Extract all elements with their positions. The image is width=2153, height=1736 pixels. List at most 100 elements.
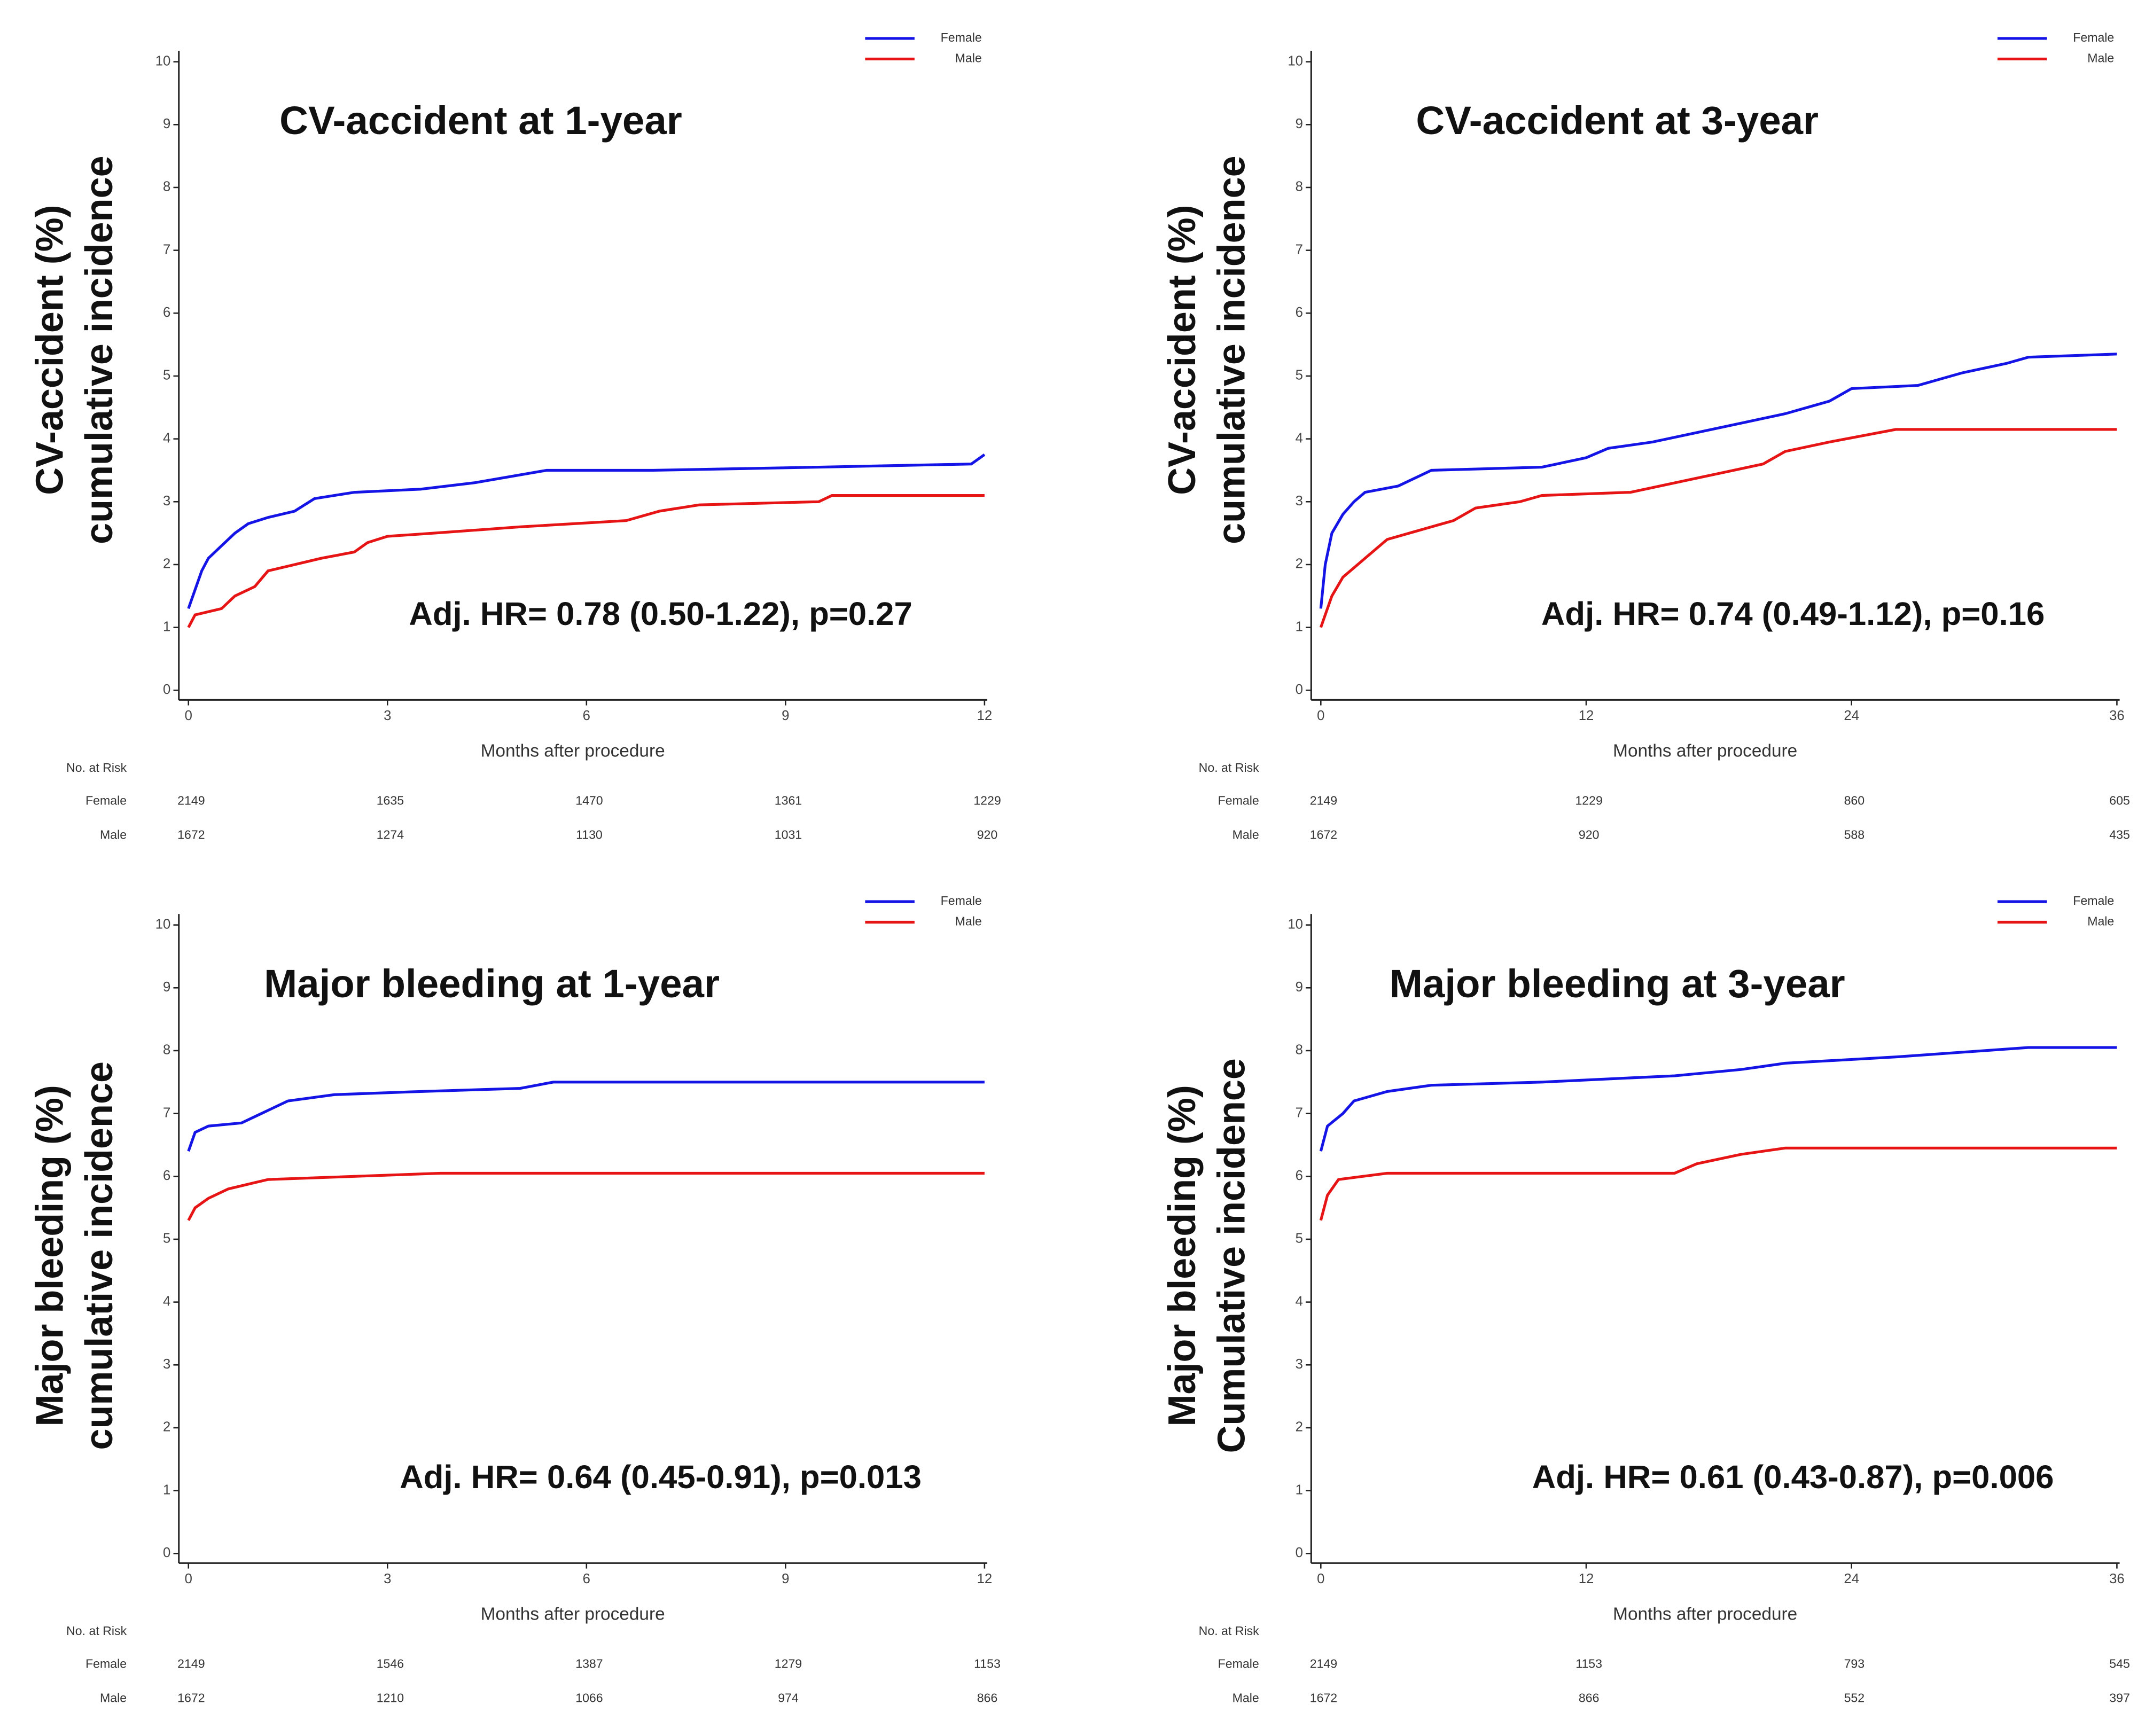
y-tick-label: 6	[1296, 1168, 1303, 1183]
annotation: Adj. HR= 0.61 (0.43-0.87), p=0.006	[1532, 1459, 2054, 1496]
y-tick-label: 5	[1296, 1231, 1303, 1246]
x-tick-label: 12	[977, 1571, 993, 1586]
y-tick-label: 6	[163, 305, 170, 320]
risk-value: 552	[1844, 1691, 1865, 1705]
risk-value: 1361	[775, 794, 802, 808]
y-axis-label: cumulative incidence	[1210, 155, 1253, 544]
x-tick-label: 0	[1317, 708, 1324, 723]
risk-value: 545	[2109, 1657, 2130, 1671]
y-tick-label: 7	[163, 242, 170, 257]
y-tick-label: 2	[1296, 557, 1303, 572]
annotation: Adj. HR= 0.74 (0.49-1.12), p=0.16	[1541, 596, 2045, 632]
risk-value: 1130	[576, 828, 603, 842]
series-line	[187, 494, 985, 628]
y-tick-label: 10	[1288, 917, 1303, 932]
x-tick-label: 0	[185, 1571, 192, 1586]
y-tick-label: 4	[1296, 431, 1303, 445]
y-tick-label: 10	[155, 917, 171, 932]
x-tick-label: 6	[583, 708, 590, 723]
legend-label: Male	[2087, 914, 2114, 928]
risk-value: 1387	[575, 1657, 603, 1671]
legend-label: Female	[2073, 894, 2114, 908]
y-tick-label: 3	[1296, 1357, 1303, 1372]
y-tick-label: 3	[163, 494, 170, 509]
y-axis-label: cumulative incidence	[78, 155, 121, 544]
y-tick-label: 4	[163, 431, 170, 445]
risk-value: 588	[1844, 828, 1865, 842]
y-tick-label: 2	[1296, 1420, 1303, 1435]
risk-row-label: Female	[85, 1657, 127, 1671]
y-tick-label: 0	[1296, 1545, 1303, 1560]
risk-value: 1279	[775, 1657, 802, 1671]
series-line	[187, 1081, 985, 1152]
x-tick-label: 12	[1579, 708, 1594, 723]
risk-table-title: No. at Risk	[1199, 1624, 1259, 1638]
x-tick-label: 9	[782, 708, 789, 723]
legend-label: Female	[941, 894, 982, 908]
risk-value: 1635	[377, 794, 404, 808]
risk-value: 920	[977, 828, 998, 842]
risk-value: 1274	[377, 828, 404, 842]
legend-label: Female	[2073, 30, 2114, 44]
x-axis-label: Months after procedure	[481, 741, 665, 761]
y-tick-label: 3	[163, 1357, 170, 1372]
risk-value: 2149	[177, 794, 205, 808]
risk-row-label: Male	[100, 1691, 127, 1705]
risk-value: 1546	[377, 1657, 404, 1671]
y-tick-label: 9	[1296, 980, 1303, 995]
risk-row-label: Male	[1232, 1691, 1259, 1705]
series-line	[1319, 428, 2117, 628]
x-tick-label: 36	[2109, 708, 2125, 723]
risk-value: 2149	[1310, 794, 1337, 808]
risk-value: 1672	[177, 828, 205, 842]
x-tick-label: 36	[2109, 1571, 2125, 1586]
risk-value: 397	[2109, 1691, 2130, 1705]
x-tick-label: 12	[1579, 1571, 1594, 1586]
x-axis-label: Months after procedure	[1613, 741, 1797, 761]
y-tick-label: 0	[163, 1545, 170, 1560]
x-axis-label: Months after procedure	[481, 1605, 665, 1624]
series-line	[1319, 1046, 2117, 1152]
y-tick-label: 0	[1296, 682, 1303, 697]
y-tick-label: 9	[1296, 116, 1303, 131]
legend-label: Male	[955, 51, 982, 65]
series-line	[187, 1171, 985, 1221]
y-tick-label: 9	[163, 116, 170, 131]
risk-table-title: No. at Risk	[66, 1624, 127, 1638]
risk-value: 435	[2109, 828, 2130, 842]
risk-value: 866	[1579, 1691, 1600, 1705]
y-axis-label: cumulative incidence	[78, 1061, 121, 1450]
risk-value: 1210	[377, 1691, 404, 1705]
y-tick-label: 5	[163, 368, 170, 383]
risk-value: 974	[778, 1691, 799, 1705]
y-tick-label: 9	[163, 980, 170, 995]
y-tick-label: 4	[163, 1294, 170, 1309]
risk-row-label: Female	[1218, 794, 1259, 808]
risk-table-title: No. at Risk	[66, 761, 127, 775]
y-tick-label: 6	[1296, 305, 1303, 320]
risk-value: 1229	[1575, 794, 1602, 808]
y-tick-label: 2	[163, 557, 170, 572]
risk-value: 1229	[973, 794, 1001, 808]
y-tick-label: 4	[1296, 1294, 1303, 1309]
risk-row-label: Male	[100, 828, 127, 842]
chart-title: Major bleeding at 3-year	[1390, 961, 1845, 1006]
y-tick-label: 7	[1296, 242, 1303, 257]
y-tick-label: 0	[163, 682, 170, 697]
series-line	[1319, 353, 2117, 609]
y-axis-label: Cumulative incidence	[1210, 1058, 1253, 1453]
x-tick-label: 0	[1317, 1571, 1324, 1586]
y-tick-label: 6	[163, 1168, 170, 1183]
y-tick-label: 3	[1296, 494, 1303, 509]
risk-value: 1031	[775, 828, 802, 842]
y-tick-label: 7	[163, 1105, 170, 1120]
y-tick-label: 8	[163, 1043, 170, 1058]
y-tick-label: 1	[1296, 619, 1303, 634]
x-tick-label: 0	[185, 708, 192, 723]
annotation: Adj. HR= 0.78 (0.50-1.22), p=0.27	[409, 596, 912, 632]
x-tick-label: 6	[583, 1571, 590, 1586]
risk-value: 605	[2109, 794, 2130, 808]
y-axis-label: Major bleeding (%)	[28, 1085, 71, 1426]
